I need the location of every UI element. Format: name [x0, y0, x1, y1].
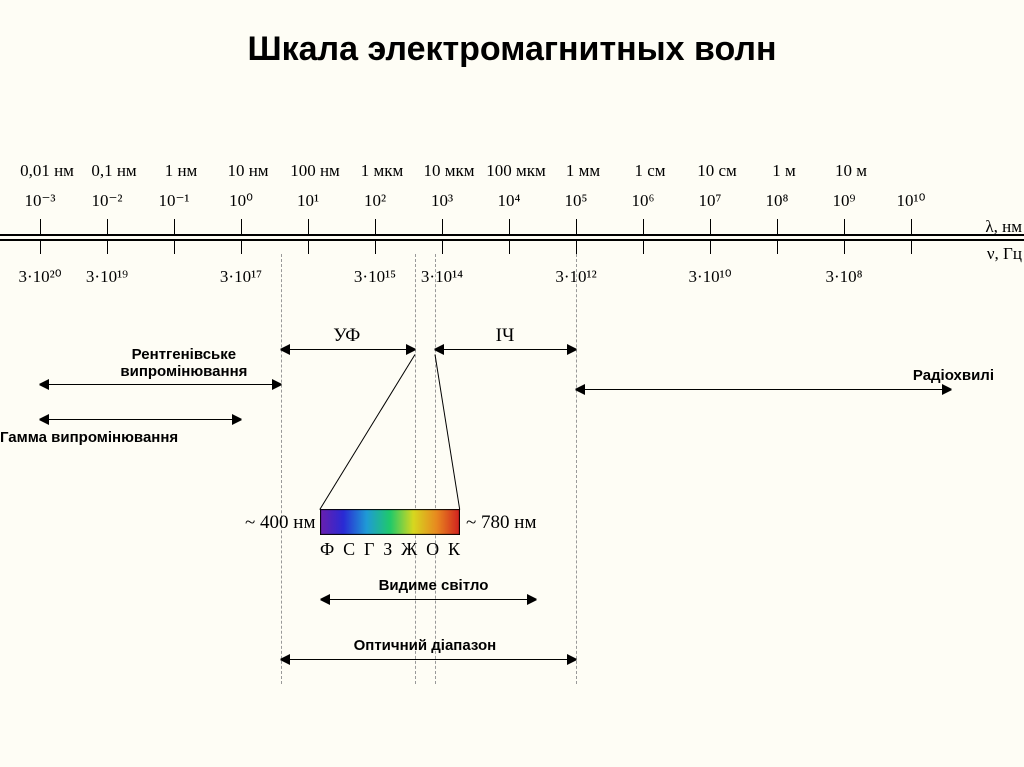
axis-line-top — [0, 234, 1024, 236]
diagonal-line — [435, 354, 461, 509]
axis-frequency-label: 3·10⁸ — [816, 267, 872, 287]
axis-exponent-label: 10⁻³ — [20, 191, 60, 211]
axis-tick — [40, 239, 41, 254]
dashed-guide — [281, 254, 282, 684]
axis-exponent-label: 10⁸ — [757, 191, 797, 211]
axis-tick — [375, 239, 376, 254]
axis-frequency-label: 3·10¹⁰ — [682, 267, 738, 287]
axis-wavelength-label: 0,01 нм — [12, 161, 82, 181]
optical-region-label: Оптичний діапазон — [354, 637, 497, 654]
axis-exponent-label: 10⁷ — [690, 191, 730, 211]
axis-tick — [308, 239, 309, 254]
axis-tick — [643, 239, 644, 254]
xray-region-label: Рентгенівськевипромінювання — [120, 346, 247, 380]
axis-tick — [442, 219, 443, 234]
gamma-region-label: Гамма випромінювання — [0, 429, 178, 446]
ir-region-label: ІЧ — [496, 325, 515, 347]
ir-region-arrow — [435, 349, 576, 350]
axis-tick — [241, 239, 242, 254]
axis-tick — [241, 219, 242, 234]
axis-wavelength-label: 100 мкм — [481, 161, 551, 181]
axis-wavelength-label: 10 см — [682, 161, 752, 181]
dashed-guide — [576, 254, 577, 684]
optical-region-arrow — [281, 659, 576, 660]
axis-exponent-label: 10¹ — [288, 191, 328, 211]
axis-tick — [107, 239, 108, 254]
axis-exponent-label: 10⁰ — [221, 191, 261, 211]
axis-exponent-label: 10⁵ — [556, 191, 596, 211]
axis-tick — [107, 219, 108, 234]
axis-exponent-label: 10¹⁰ — [891, 191, 931, 211]
axis-tick — [777, 239, 778, 254]
spectrum-diagram: 10⁻³0,01 нм10⁻²0,1 нм10⁻¹1 нм10⁰10 нм10¹… — [0, 89, 1024, 729]
diagonal-line — [320, 354, 416, 510]
axis-frequency-label: 3·10¹⁵ — [347, 267, 403, 287]
axis-frequency-label: 3·10²⁰ — [12, 267, 68, 287]
axis-tick — [643, 219, 644, 234]
axis-exponent-label: 10⁻² — [87, 191, 127, 211]
axis-wavelength-label: 1 нм — [146, 161, 216, 181]
axis-tick — [911, 239, 912, 254]
axis-tick — [576, 219, 577, 234]
axis-tick — [710, 239, 711, 254]
axis-tick — [375, 219, 376, 234]
axis-lambda-label: λ, нм — [985, 217, 1022, 237]
visible-spectrum-right-label: ~ 780 нм — [466, 512, 536, 534]
axis-tick — [710, 219, 711, 234]
axis-exponent-label: 10³ — [422, 191, 462, 211]
axis-exponent-label: 10² — [355, 191, 395, 211]
visible-spectrum-bar — [320, 509, 460, 535]
axis-tick — [844, 219, 845, 234]
axis-wavelength-label: 100 нм — [280, 161, 350, 181]
axis-tick — [777, 219, 778, 234]
axis-tick — [174, 219, 175, 234]
axis-frequency-label: 3·10¹⁴ — [414, 267, 470, 287]
radio-region-arrow — [576, 389, 951, 390]
xray-region-arrow — [40, 384, 281, 385]
axis-wavelength-label: 10 нм — [213, 161, 283, 181]
visible-region-arrow — [321, 599, 535, 600]
gamma-region-arrow — [40, 419, 241, 420]
axis-tick — [509, 239, 510, 254]
axis-tick — [844, 239, 845, 254]
axis-tick — [911, 219, 912, 234]
axis-exponent-label: 10⁻¹ — [154, 191, 194, 211]
axis-tick — [174, 239, 175, 254]
axis-line-bottom — [0, 239, 1024, 241]
uv-region-arrow — [281, 349, 415, 350]
axis-tick — [576, 239, 577, 254]
axis-wavelength-label: 1 мкм — [347, 161, 417, 181]
axis-wavelength-label: 1 м — [749, 161, 819, 181]
visible-spectrum-letters: ФСГЗЖОК — [320, 539, 460, 560]
visible-region-label: Видиме світло — [379, 577, 489, 594]
axis-wavelength-label: 0,1 нм — [79, 161, 149, 181]
axis-exponent-label: 10⁴ — [489, 191, 529, 211]
axis-wavelength-label: 10 мкм — [414, 161, 484, 181]
axis-tick — [509, 219, 510, 234]
axis-wavelength-label: 1 мм — [548, 161, 618, 181]
axis-frequency-label: 3·10¹⁷ — [213, 267, 269, 287]
axis-wavelength-label: 1 см — [615, 161, 685, 181]
visible-spectrum-left-label: ~ 400 нм — [245, 512, 315, 534]
uv-region-label: УФ — [333, 325, 360, 347]
axis-tick — [40, 219, 41, 234]
axis-wavelength-label: 10 м — [816, 161, 886, 181]
axis-tick — [308, 219, 309, 234]
axis-frequency-label: 3·10¹⁹ — [79, 267, 135, 287]
axis-tick — [442, 239, 443, 254]
axis-exponent-label: 10⁹ — [824, 191, 864, 211]
axis-nu-label: ν, Гц — [987, 244, 1022, 264]
radio-region-label: Радіохвилі — [913, 367, 994, 384]
dashed-guide — [415, 254, 416, 684]
axis-exponent-label: 10⁶ — [623, 191, 663, 211]
dashed-guide — [435, 254, 436, 684]
page-title: Шкала электромагнитных волн — [0, 0, 1024, 69]
